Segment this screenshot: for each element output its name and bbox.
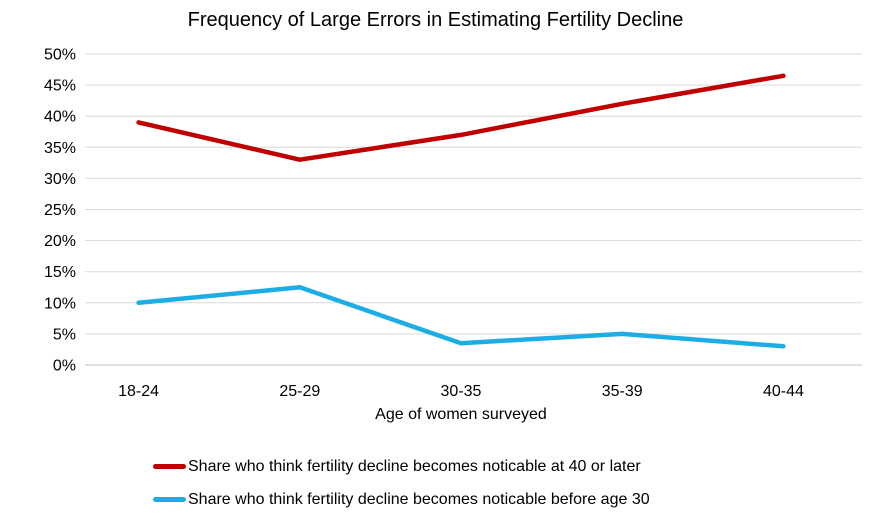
x-tick-label: 18-24 <box>118 383 159 400</box>
x-tick-label: 25-29 <box>279 383 320 400</box>
x-tick-label: 35-39 <box>602 383 643 400</box>
y-tick-label: 0% <box>53 358 76 375</box>
y-tick-label: 45% <box>44 78 76 95</box>
y-tick-label: 15% <box>44 264 76 281</box>
x-axis-title: Age of women surveyed <box>375 406 547 423</box>
y-tick-label: 20% <box>44 233 76 250</box>
y-tick-label: 10% <box>44 295 76 312</box>
y-tick-label: 5% <box>53 326 76 343</box>
legend: Share who think fertility decline become… <box>153 450 650 515</box>
x-tick-label: 40-44 <box>763 383 804 400</box>
chart-title: Frequency of Large Errors in Estimating … <box>187 9 684 31</box>
y-tick-label: 30% <box>44 171 76 188</box>
legend-item-0: Share who think fertility decline become… <box>153 450 650 483</box>
legend-marker-icon <box>153 464 186 469</box>
y-tick-label: 35% <box>44 140 76 157</box>
legend-marker-icon <box>153 497 186 502</box>
legend-item-1: Share who think fertility decline become… <box>153 483 650 515</box>
y-tick-label: 25% <box>44 202 76 219</box>
x-tick-label: 30-35 <box>441 383 482 400</box>
y-tick-label: 50% <box>44 47 76 64</box>
y-tick-label: 40% <box>44 109 76 126</box>
legend-label: Share who think fertility decline become… <box>188 490 650 508</box>
series-line-1 <box>136 285 786 349</box>
legend-label: Share who think fertility decline become… <box>188 457 641 475</box>
series-line-0 <box>136 73 786 162</box>
